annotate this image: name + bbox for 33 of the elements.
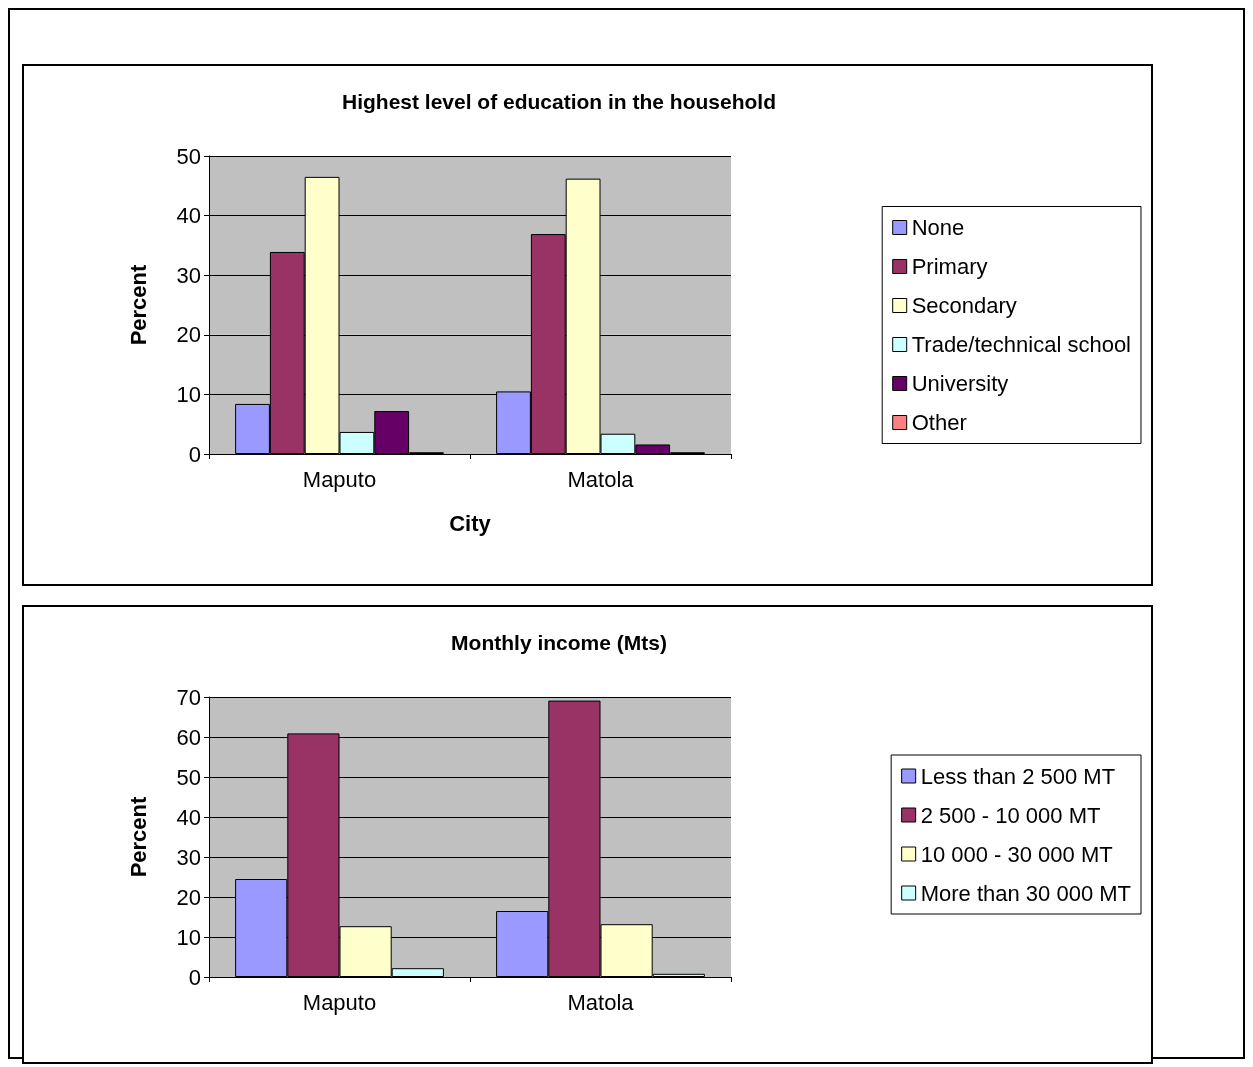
y-tick-label: 50 — [176, 764, 201, 790]
x-axis-title: City — [449, 510, 492, 536]
y-tick-label: 10 — [176, 381, 201, 407]
y-tick-label: 40 — [176, 203, 201, 229]
x-tick-label: Maputo — [302, 466, 377, 492]
y-tick-label: 0 — [188, 964, 201, 990]
legend-label: 2 500 - 10 000 MT — [920, 802, 1101, 828]
y-tick-label: 20 — [176, 322, 201, 348]
chart-title: Highest level of education in the household — [341, 90, 777, 113]
y-tick-label: 0 — [188, 441, 201, 467]
y-tick-label: 40 — [176, 804, 201, 830]
legend-label: 10 000 - 30 000 MT — [920, 841, 1113, 867]
y-tick-label: 60 — [176, 724, 201, 750]
legend-label: Secondary — [911, 293, 1017, 318]
y-tick-label: 10 — [176, 924, 201, 950]
legend-label: None — [911, 215, 965, 240]
legend-label: Other — [911, 410, 967, 435]
y-tick-label: 30 — [176, 844, 201, 870]
legend-label: Trade/technical school — [911, 332, 1132, 357]
x-tick-label: Matola — [567, 989, 635, 1015]
chart-title: Monthly income (Mts) — [451, 631, 667, 654]
legend-label: Primary — [911, 254, 988, 279]
y-axis-title: Percent — [125, 263, 151, 346]
y-tick-label: 30 — [176, 262, 201, 288]
legend-label: More than 30 000 MT — [920, 880, 1132, 906]
y-tick-label: 50 — [176, 143, 201, 169]
legend-label: University — [911, 371, 1009, 396]
y-tick-label: 70 — [176, 684, 201, 710]
x-tick-label: Maputo — [302, 989, 377, 1015]
x-tick-label: Matola — [567, 466, 635, 492]
y-tick-label: 20 — [176, 884, 201, 910]
y-axis-title: Percent — [125, 795, 151, 878]
legend-label: Less than 2 500 MT — [920, 763, 1116, 789]
